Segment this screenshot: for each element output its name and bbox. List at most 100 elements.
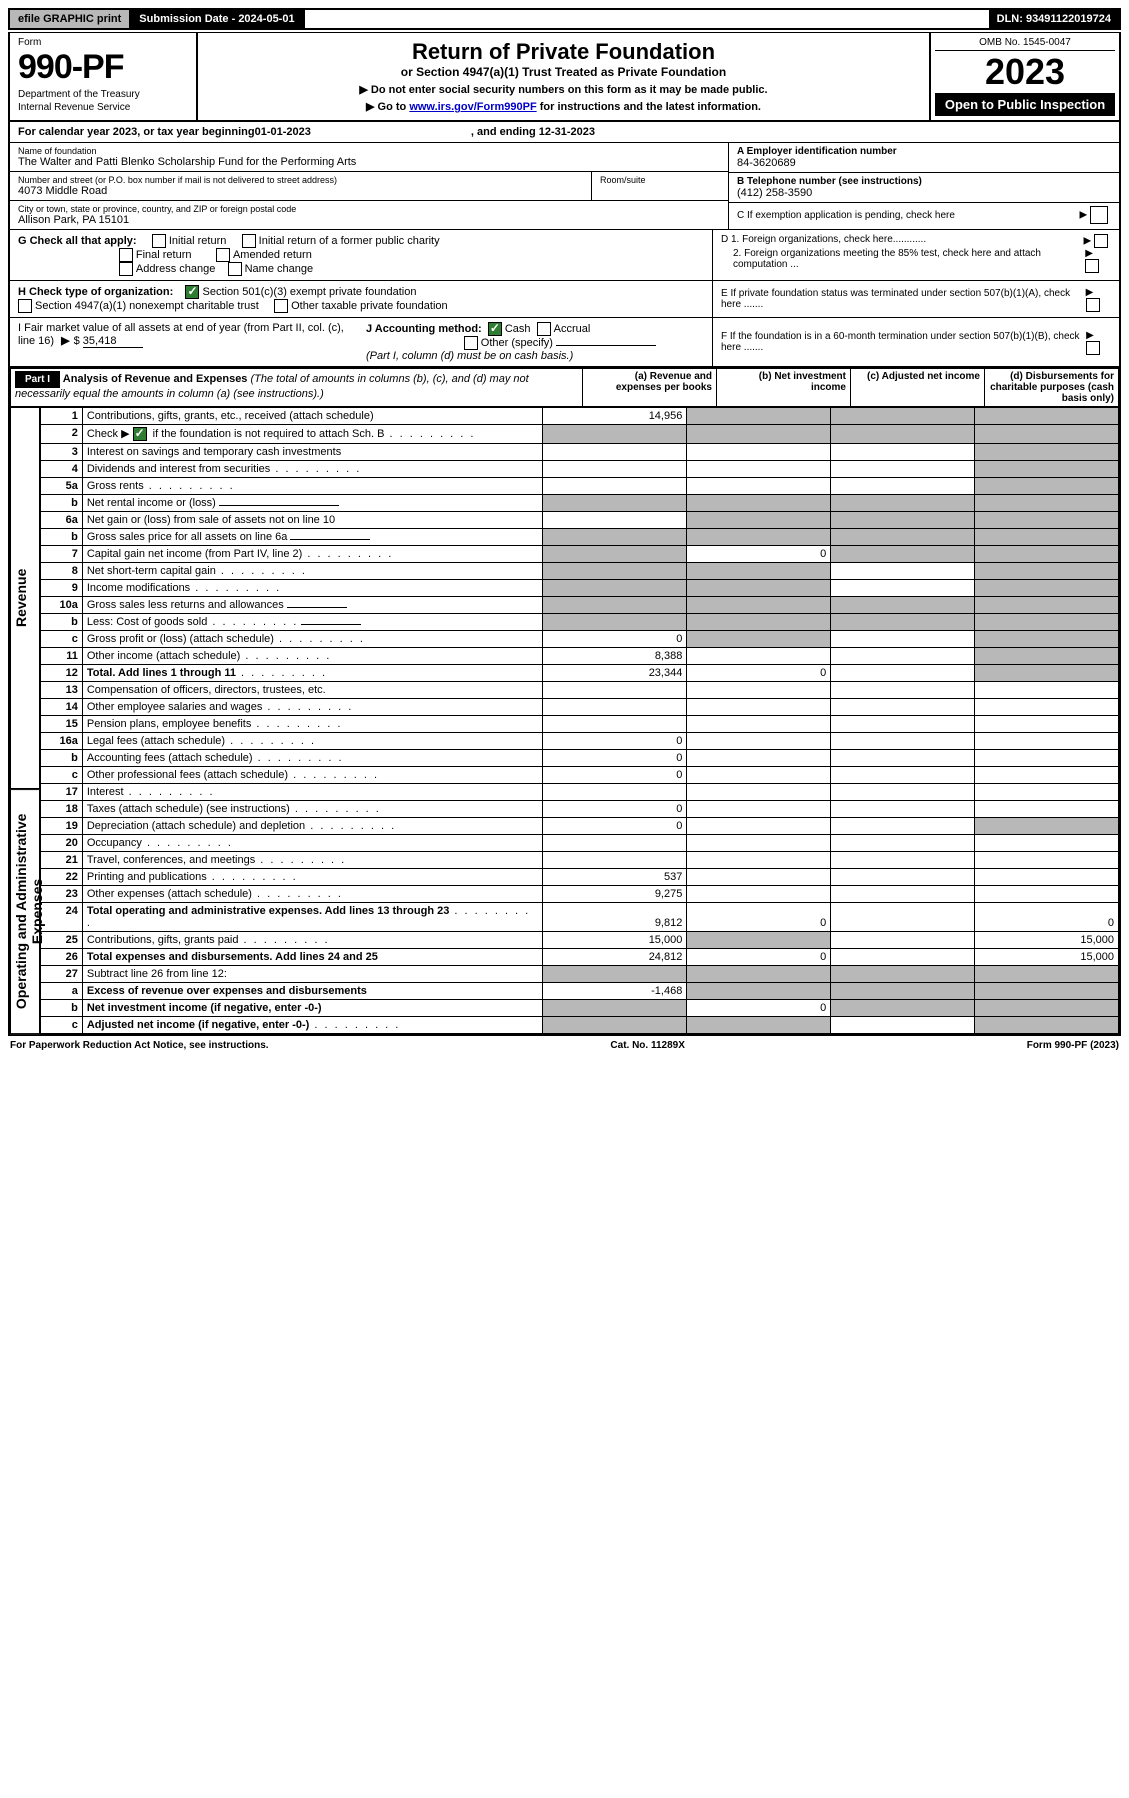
- r2-checkbox[interactable]: [133, 427, 147, 441]
- phone: (412) 258-3590: [737, 187, 1111, 199]
- part1-header-row: Part I Analysis of Revenue and Expenses …: [11, 369, 1119, 407]
- f-label: F If the foundation is in a 60-month ter…: [721, 331, 1086, 353]
- r1-b: [687, 408, 831, 425]
- tax-year-large: 2023: [935, 51, 1115, 93]
- phone-label: B Telephone number (see instructions): [737, 176, 1111, 187]
- h-opt2: Section 4947(a)(1) nonexempt charitable …: [35, 300, 259, 312]
- g-d-row: G Check all that apply: Initial return I…: [10, 229, 1119, 280]
- ssn-note: ▶ Do not enter social security numbers o…: [208, 83, 919, 96]
- foundation-name: The Walter and Patti Blenko Scholarship …: [18, 156, 720, 168]
- phone-cell: B Telephone number (see instructions) (4…: [729, 173, 1119, 203]
- side-col: Revenue Operating and Administrative Exp…: [10, 407, 40, 1034]
- main-wrap: Revenue Operating and Administrative Exp…: [10, 407, 1119, 1034]
- row-10b: bLess: Cost of goods sold: [41, 614, 1119, 631]
- row-10a: 10aGross sales less returns and allowanc…: [41, 597, 1119, 614]
- g-amended-checkbox[interactable]: [216, 248, 230, 262]
- irs-link[interactable]: www.irs.gov/Form990PF: [409, 101, 536, 113]
- entity-left: Name of foundation The Walter and Patti …: [10, 143, 728, 229]
- i-j-f-row: I Fair market value of all assets at end…: [10, 317, 1119, 366]
- h-label: H Check type of organization:: [18, 286, 173, 298]
- r1-num: 1: [41, 408, 83, 425]
- topbar-spacer: [305, 10, 989, 28]
- row-13: 13Compensation of officers, directors, t…: [41, 682, 1119, 699]
- row-16b: bAccounting fees (attach schedule)0: [41, 750, 1119, 767]
- row-22: 22Printing and publications537: [41, 869, 1119, 886]
- d1-checkbox[interactable]: [1094, 234, 1108, 248]
- f-section: F If the foundation is in a 60-month ter…: [713, 318, 1119, 366]
- header-left: Form 990-PF Department of the Treasury I…: [10, 33, 198, 120]
- row-27a: aExcess of revenue over expenses and dis…: [41, 983, 1119, 1000]
- row-25: 25Contributions, gifts, grants paid15,00…: [41, 932, 1119, 949]
- tax-year-begin: 01-01-2023: [255, 126, 311, 138]
- r2-desc: Check ▶ if the foundation is not require…: [82, 425, 543, 444]
- g-name: Name change: [245, 263, 314, 275]
- h-opt3: Other taxable private foundation: [291, 300, 448, 312]
- row-5b: bNet rental income or (loss): [41, 495, 1119, 512]
- h-e-row: H Check type of organization: Section 50…: [10, 280, 1119, 317]
- footer-right: Form 990-PF (2023): [1027, 1040, 1119, 1051]
- city-label: City or town, state or province, country…: [18, 204, 720, 214]
- g-section: G Check all that apply: Initial return I…: [10, 230, 713, 280]
- dept-treasury: Department of the Treasury: [18, 89, 188, 100]
- row-14: 14Other employee salaries and wages: [41, 699, 1119, 716]
- j-other-checkbox[interactable]: [464, 336, 478, 350]
- expenses-side-label: Operating and Administrative Expenses: [10, 789, 40, 1034]
- col-a-header: (a) Revenue and expenses per books: [583, 369, 717, 407]
- row-23: 23Other expenses (attach schedule)9,275: [41, 886, 1119, 903]
- f-checkbox[interactable]: [1086, 341, 1100, 355]
- col-d-header: (d) Disbursements for charitable purpose…: [985, 369, 1119, 407]
- i-j-section: I Fair market value of all assets at end…: [10, 318, 713, 366]
- part1-title: Analysis of Revenue and Expenses: [63, 373, 248, 385]
- addr-label: Number and street (or P.O. box number if…: [18, 175, 583, 185]
- c-cell: C If exemption application is pending, c…: [729, 203, 1119, 227]
- j-accrual-checkbox[interactable]: [537, 322, 551, 336]
- row-11: 11Other income (attach schedule)8,388: [41, 648, 1119, 665]
- row-3: 3Interest on savings and temporary cash …: [41, 444, 1119, 461]
- col-b-header: (b) Net investment income: [717, 369, 851, 407]
- efile-print-button[interactable]: efile GRAPHIC print: [10, 10, 131, 28]
- row-18: 18Taxes (attach schedule) (see instructi…: [41, 801, 1119, 818]
- i-section: I Fair market value of all assets at end…: [18, 322, 356, 362]
- g-address-checkbox[interactable]: [119, 262, 133, 276]
- j-cash: Cash: [505, 323, 531, 335]
- j-cash-checkbox[interactable]: [488, 322, 502, 336]
- row-19: 19Depreciation (attach schedule) and dep…: [41, 818, 1119, 835]
- e-checkbox[interactable]: [1086, 298, 1100, 312]
- g-final-checkbox[interactable]: [119, 248, 133, 262]
- r1-c: [831, 408, 975, 425]
- room-label: Room/suite: [600, 175, 720, 185]
- g-initial-former-checkbox[interactable]: [242, 234, 256, 248]
- ein-label: A Employer identification number: [737, 146, 1111, 157]
- row-24: 24Total operating and administrative exp…: [41, 903, 1119, 932]
- row-1: 1Contributions, gifts, grants, etc., rec…: [41, 408, 1119, 425]
- r1-d: [975, 408, 1119, 425]
- row-9: 9Income modifications: [41, 580, 1119, 597]
- g-name-checkbox[interactable]: [228, 262, 242, 276]
- g-amended: Amended return: [233, 249, 312, 261]
- h-501c3-checkbox[interactable]: [185, 285, 199, 299]
- h-other-checkbox[interactable]: [274, 299, 288, 313]
- address-cell: Number and street (or P.O. box number if…: [10, 172, 592, 201]
- goto-post: for instructions and the latest informat…: [537, 101, 761, 113]
- e-section: E If private foundation status was termi…: [713, 281, 1119, 317]
- form-title: Return of Private Foundation: [208, 39, 919, 65]
- r1-a: 14,956: [543, 408, 687, 425]
- row-5a: 5aGross rents: [41, 478, 1119, 495]
- entity-right: A Employer identification number 84-3620…: [728, 143, 1119, 229]
- r2-num: 2: [41, 425, 83, 444]
- e-label: E If private foundation status was termi…: [721, 288, 1086, 310]
- h-4947-checkbox[interactable]: [18, 299, 32, 313]
- analysis-table-body: 1Contributions, gifts, grants, etc., rec…: [40, 407, 1119, 1034]
- d2-label: 2. Foreign organizations meeting the 85%…: [721, 248, 1085, 273]
- entity-grid: Name of foundation The Walter and Patti …: [10, 142, 1119, 229]
- form-label: Form: [18, 37, 188, 48]
- analysis-table: Part I Analysis of Revenue and Expenses …: [10, 368, 1119, 407]
- g-label: G Check all that apply:: [18, 235, 137, 247]
- j-other: Other (specify): [481, 337, 553, 349]
- g-initial-checkbox[interactable]: [152, 234, 166, 248]
- tax-year-end: 12-31-2023: [539, 126, 595, 138]
- c-checkbox[interactable]: [1090, 206, 1108, 224]
- footer-mid: Cat. No. 11289X: [610, 1040, 684, 1051]
- row-16c: cOther professional fees (attach schedul…: [41, 767, 1119, 784]
- d2-checkbox[interactable]: [1085, 259, 1099, 273]
